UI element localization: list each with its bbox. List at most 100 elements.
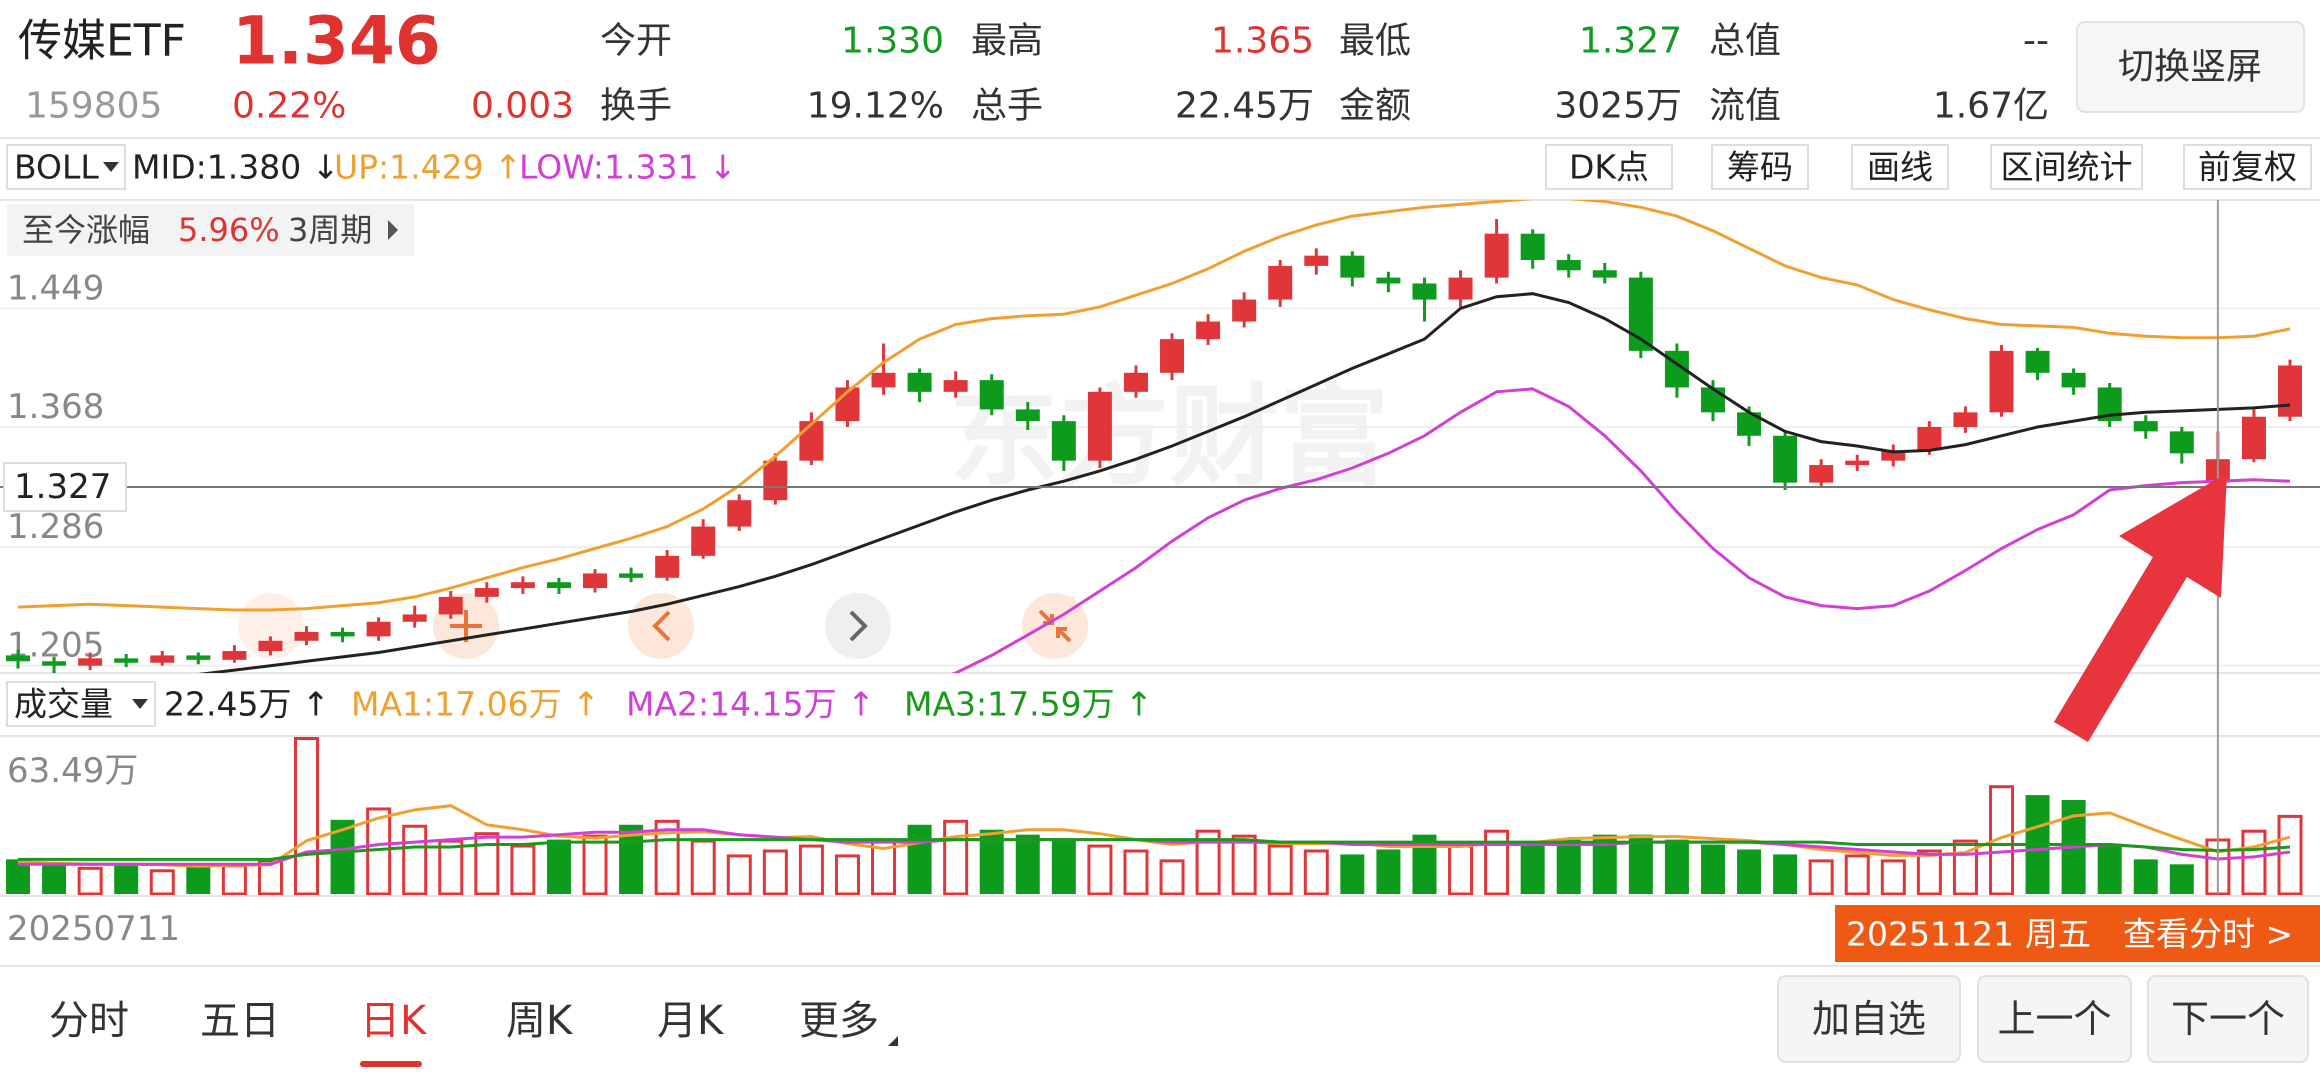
candle-body <box>546 582 571 589</box>
stock-name: 传媒ETF <box>18 16 186 67</box>
nav-button[interactable]: 下一个 <box>2147 975 2309 1063</box>
volume-legend: 22.45万 ↑ <box>164 685 330 724</box>
more-icon <box>888 1036 898 1046</box>
y-tick-label: 1.449 <box>7 268 104 308</box>
nav-tab[interactable]: 五日 <box>200 998 280 1044</box>
volume-bar <box>1123 849 1149 895</box>
candle-body <box>727 500 752 527</box>
button-label: 筹码 <box>1727 148 1793 187</box>
plus-icon <box>450 610 482 642</box>
select-box <box>6 144 126 190</box>
button-label: 切换竖屏 <box>2118 47 2262 88</box>
candle-body <box>1953 412 1978 427</box>
left-icon <box>652 610 671 642</box>
nav-tab[interactable]: 分时 <box>49 998 129 1044</box>
candle-body <box>2241 416 2266 460</box>
candle-body <box>943 380 968 392</box>
volume-bar <box>798 844 824 895</box>
price-plot <box>6 200 2302 673</box>
orientation-button[interactable]: 切换竖屏 <box>2076 21 2305 113</box>
candle-body <box>2025 350 2050 373</box>
button-bg <box>1990 144 2143 190</box>
candle-body <box>1592 270 1617 278</box>
candle-body <box>222 651 247 660</box>
toolbar-button[interactable]: 区间统计 <box>1990 144 2143 190</box>
stock-price: 1.346 <box>232 3 441 80</box>
candle-body <box>619 573 644 578</box>
volume-bar <box>1988 785 2014 895</box>
stat-value: 1.365 <box>1211 21 1314 62</box>
candle-body <box>907 372 932 392</box>
volume-bar <box>221 864 247 895</box>
nav-button[interactable]: 加自选 <box>1777 975 1961 1063</box>
button-bg <box>2076 21 2305 113</box>
nav-tab[interactable]: 更多 <box>799 998 879 1044</box>
boll-line <box>951 387 2291 673</box>
dropdown-icon <box>132 699 148 709</box>
stat-label: 总手 <box>971 86 1043 127</box>
volume-bar <box>510 844 536 895</box>
button-bg <box>2147 975 2309 1063</box>
nav-button[interactable]: 上一个 <box>1977 975 2132 1063</box>
indicator-legend: MID:1.380 ↓ <box>132 148 339 187</box>
button-bg <box>1777 975 1961 1063</box>
volume-bar <box>294 737 320 895</box>
candle-body <box>871 372 896 388</box>
y-tick-label: 63.49万 <box>7 751 138 791</box>
next-button[interactable] <box>825 593 891 659</box>
volume-bar <box>2097 844 2122 894</box>
candle-body <box>186 655 211 660</box>
candle-body <box>1881 450 1906 461</box>
tag-bg <box>1835 905 2320 962</box>
candle-body <box>1051 421 1076 461</box>
candle-body <box>294 631 319 641</box>
volume-bar <box>42 864 67 894</box>
volume-plot <box>0 737 2320 895</box>
volume-bar <box>834 854 860 895</box>
stat-value: 3025万 <box>1554 86 1682 127</box>
y-tick-label: 1.286 <box>7 507 104 547</box>
volume-select[interactable]: 成交量 <box>6 681 156 727</box>
button-bg <box>1977 975 2132 1063</box>
candle-body <box>438 596 463 615</box>
candle-body <box>1412 283 1437 300</box>
change-pct: 0.22% <box>232 86 346 127</box>
button-label: DK点 <box>1569 148 1649 187</box>
toolbar-button[interactable]: 画线 <box>1851 144 1949 190</box>
toolbar-button[interactable]: DK点 <box>1545 144 1673 190</box>
button-bg <box>2183 144 2312 190</box>
right-icon <box>849 610 868 642</box>
volume-bar <box>1844 854 1870 895</box>
stat-value: -- <box>2023 21 2049 62</box>
volume-bar <box>762 849 788 895</box>
stat-value: 1.67亿 <box>1933 86 2049 127</box>
prev-button[interactable] <box>628 593 694 659</box>
volume-bar <box>1376 849 1401 894</box>
toolbar-button[interactable]: 筹码 <box>1711 144 1809 190</box>
nav-tab[interactable]: 日K <box>360 998 428 1044</box>
candle-body <box>1268 265 1293 300</box>
candle-body <box>42 661 67 666</box>
indicator-select[interactable]: BOLL <box>6 144 126 190</box>
zoom-out-button[interactable] <box>1022 593 1088 659</box>
candle-body <box>1304 255 1329 266</box>
volume-bar <box>2169 864 2194 894</box>
candle-body <box>1232 299 1257 322</box>
volume-bar <box>438 839 464 895</box>
stock-code: 159805 <box>25 86 162 127</box>
volume-bar <box>726 854 752 895</box>
crosshair-label: 1.327 <box>14 467 111 507</box>
toolbar-button[interactable]: 前复权 <box>2183 144 2312 190</box>
button-bg <box>1851 144 1949 190</box>
time-tag[interactable]: 20251121 周五 查看分时 > <box>1835 905 2320 962</box>
indicator-name: 成交量 <box>14 685 113 724</box>
nav-tab[interactable]: 月K <box>657 998 725 1044</box>
volume-bar <box>1303 849 1329 895</box>
nav-tab[interactable]: 周K <box>506 998 574 1044</box>
candle-body <box>474 588 499 597</box>
tab-underline <box>360 1061 422 1067</box>
candle-body <box>1989 350 2014 413</box>
candle-body <box>799 421 824 461</box>
select-box <box>6 681 156 727</box>
indicator-legend: LOW:1.331 ↓ <box>519 148 737 187</box>
